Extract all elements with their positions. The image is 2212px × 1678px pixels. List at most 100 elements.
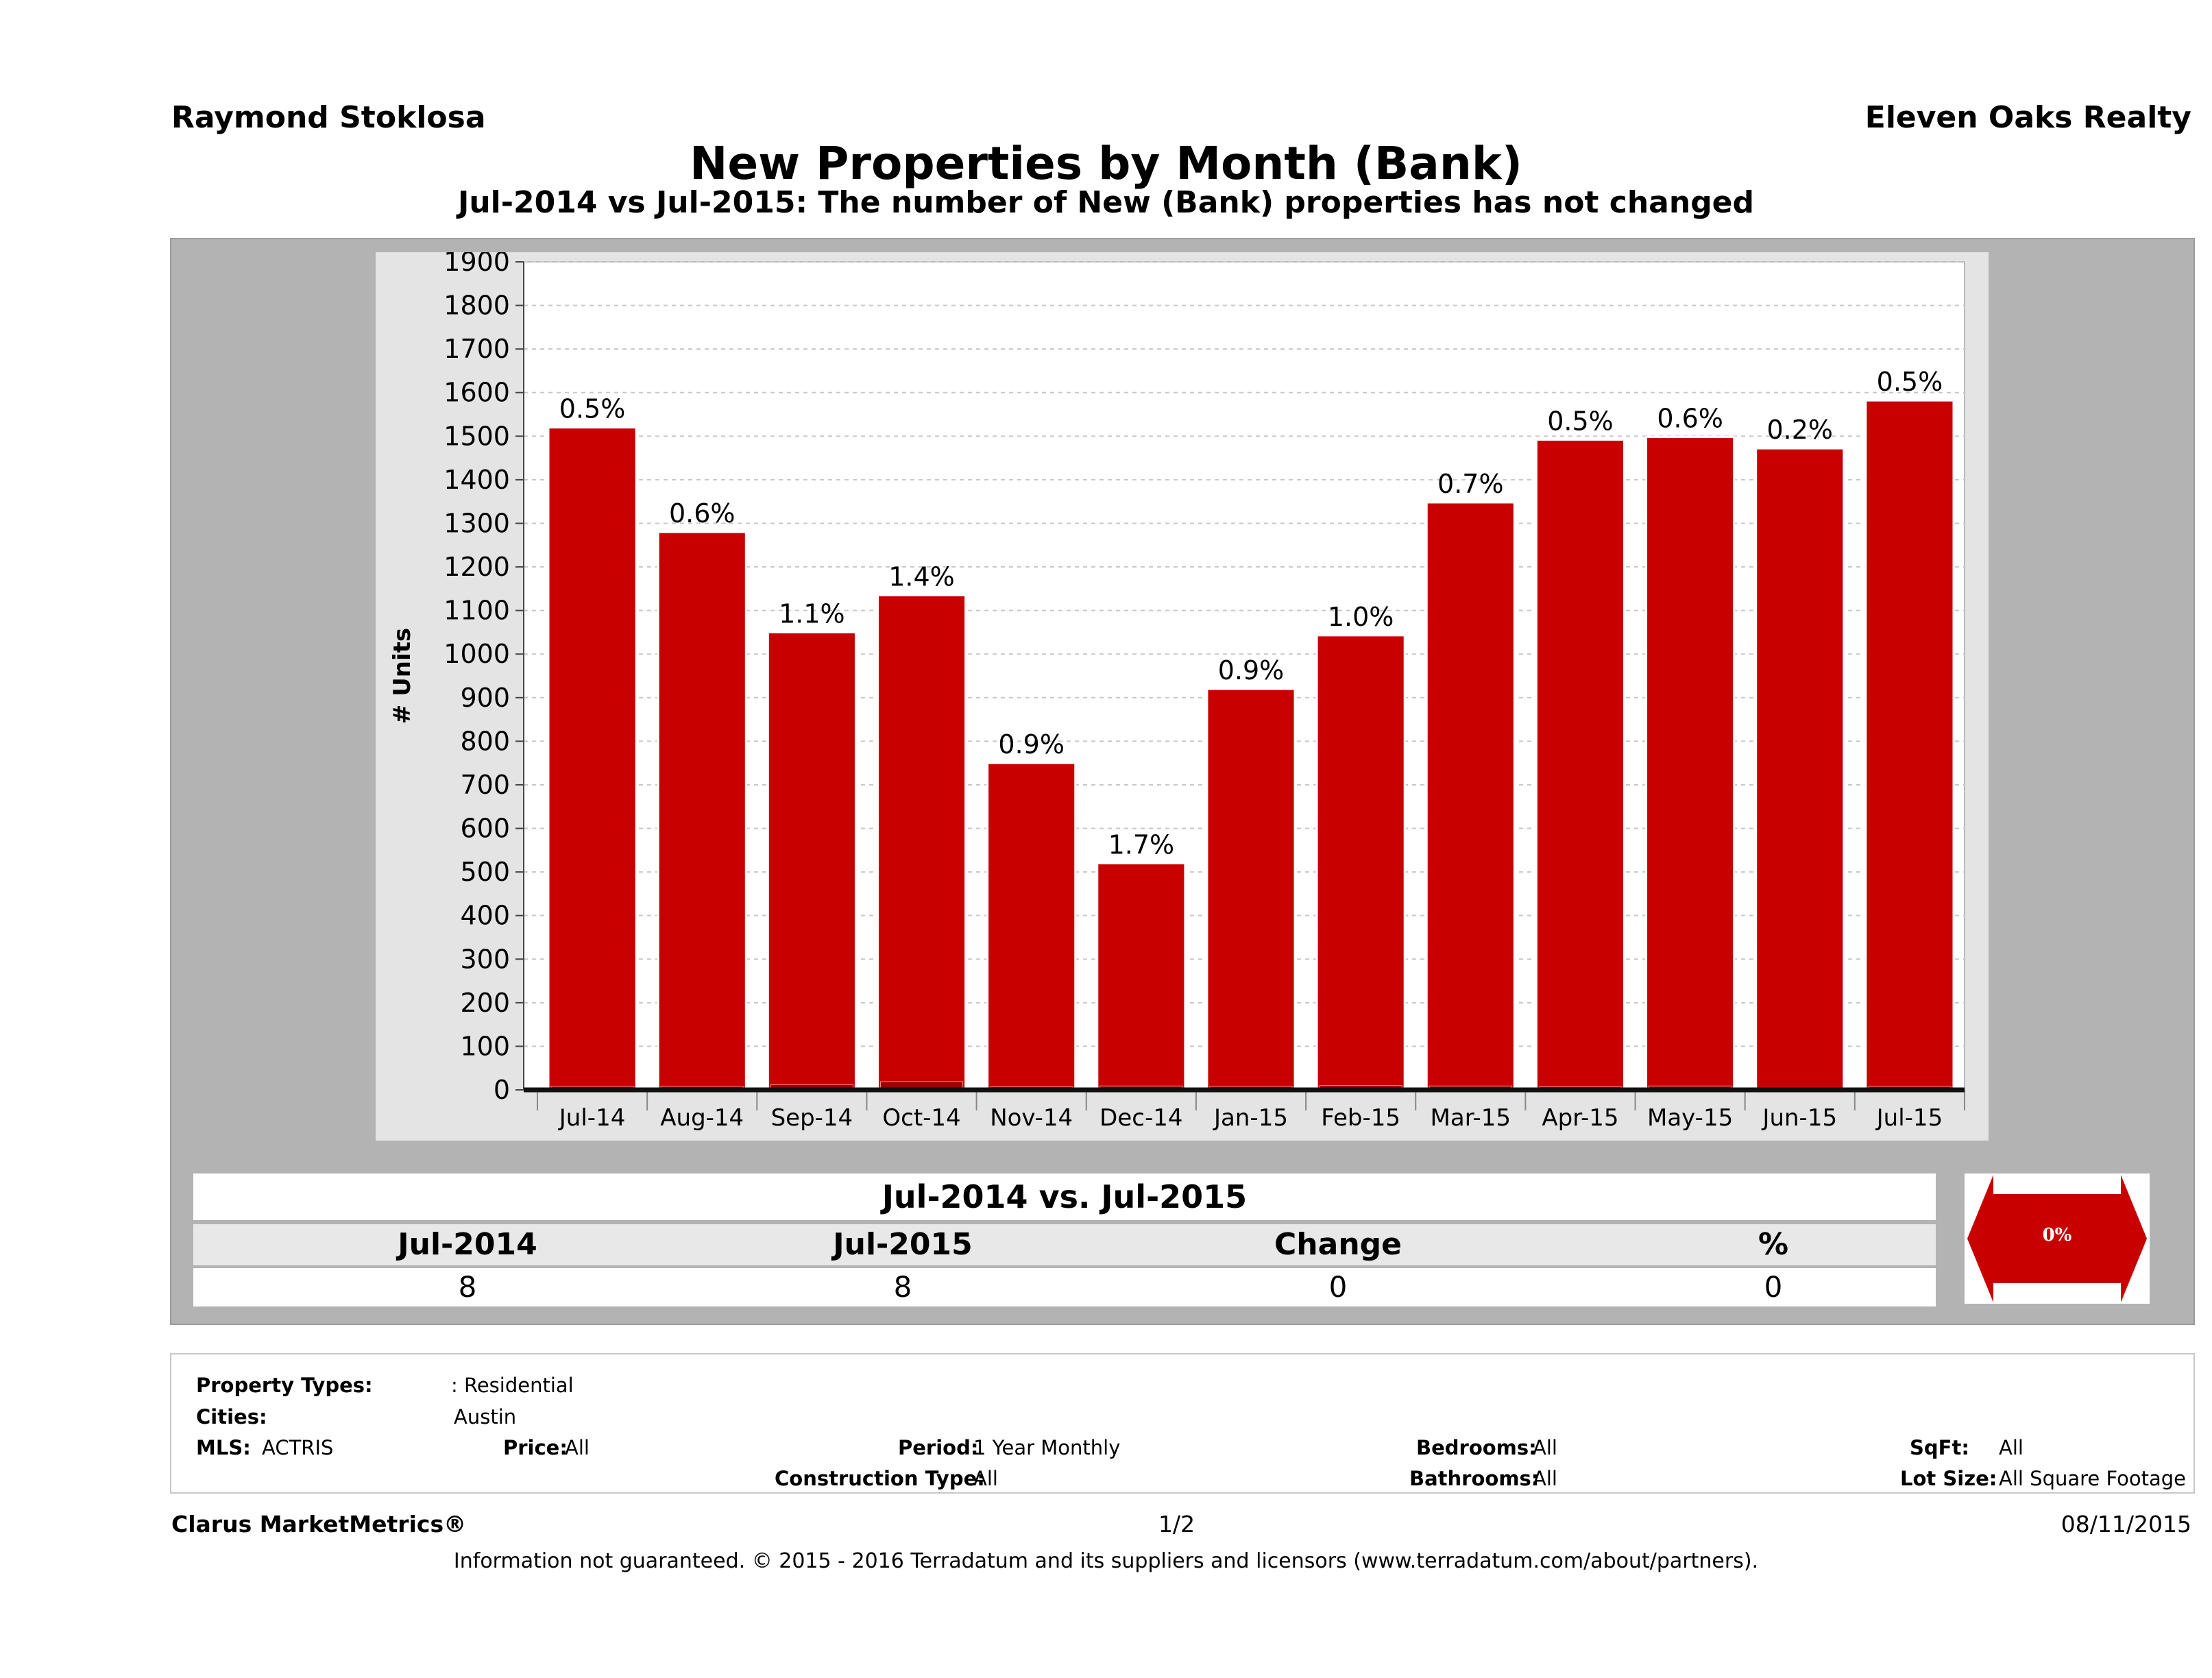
label-jul-2015: Jul-2015 xyxy=(833,1227,973,1262)
x-tick-label: Jan-15 xyxy=(1213,1104,1288,1132)
chart-subtitle: Jul-2014 vs Jul-2015: The number of New … xyxy=(457,185,1755,220)
data-label: 1.7% xyxy=(1108,829,1175,860)
data-label: 1.1% xyxy=(779,598,845,629)
bar xyxy=(876,594,967,1091)
comparison-labels-row: Jul-2014 Jul-2015 Change % xyxy=(193,1224,1936,1265)
data-label: 0.6% xyxy=(669,498,736,528)
sqft-label: SqFt: xyxy=(1910,1436,1969,1459)
y-tick-label: 1200 xyxy=(443,552,510,582)
y-tick-label: 600 xyxy=(460,814,510,844)
y-tick-label: 300 xyxy=(460,944,510,974)
x-tick-label: Sep-14 xyxy=(771,1104,853,1132)
y-tick-label: 700 xyxy=(460,770,510,800)
x-tick-label: May-15 xyxy=(1647,1104,1733,1132)
data-label: 0.9% xyxy=(998,729,1065,759)
chart-title: New Properties by Month (Bank) xyxy=(690,137,1522,190)
x-tick-label: Jul-14 xyxy=(558,1104,626,1132)
mls-value: ACTRIS xyxy=(262,1436,334,1459)
bedrooms-label: Bedrooms: xyxy=(1416,1436,1537,1459)
brokerage-name: Eleven Oaks Realty xyxy=(1864,100,2191,135)
change-indicator xyxy=(1965,1174,2150,1304)
bar xyxy=(1096,862,1187,1091)
y-tick-label: 1000 xyxy=(443,639,510,669)
bar xyxy=(1425,501,1516,1091)
y-tick-label: 100 xyxy=(460,1031,510,1061)
bar xyxy=(766,631,857,1091)
x-tick-label: Oct-14 xyxy=(882,1104,960,1132)
label-jul-2014: Jul-2014 xyxy=(398,1227,537,1262)
price-label: Price: xyxy=(503,1436,568,1459)
double-arrow-icon xyxy=(1967,1175,2147,1302)
product-name: Clarus MarketMetrics® xyxy=(171,1511,467,1537)
x-tick-label: Nov-14 xyxy=(990,1104,1073,1132)
comparison-values-row: 8 8 0 0 xyxy=(193,1268,1936,1306)
x-tick-label: Jul-15 xyxy=(1875,1104,1943,1132)
y-tick-label: 200 xyxy=(460,988,510,1018)
lot-size-value: All Square Footage xyxy=(1999,1467,2187,1490)
bar xyxy=(1864,399,1955,1091)
data-label: 0.5% xyxy=(559,394,626,424)
lot-size-label: Lot Size: xyxy=(1900,1467,1997,1490)
bathrooms-value: All xyxy=(1533,1467,1557,1490)
period-value: 1 Year Monthly xyxy=(973,1436,1121,1459)
label-percent: % xyxy=(1758,1227,1789,1262)
bathrooms-label: Bathrooms: xyxy=(1409,1467,1540,1490)
bar xyxy=(1535,438,1626,1091)
y-tick-label: 1100 xyxy=(443,596,510,626)
agent-name: Raymond Stoklosa xyxy=(171,100,486,135)
x-tick-label: Apr-15 xyxy=(1542,1104,1618,1132)
data-label: 0.7% xyxy=(1437,469,1504,499)
bar xyxy=(1315,634,1406,1091)
data-label: 0.2% xyxy=(1766,415,1833,445)
x-tick-label: Aug-14 xyxy=(660,1104,744,1132)
report-date: 08/11/2015 xyxy=(2061,1511,2191,1537)
y-tick-label: 400 xyxy=(460,901,510,931)
y-tick-label: 800 xyxy=(460,726,510,756)
label-change: Change xyxy=(1274,1227,1402,1262)
mls-label: MLS: xyxy=(196,1436,251,1459)
bar xyxy=(547,426,637,1091)
search-criteria: Property Types: : Residential Cities: Au… xyxy=(170,1353,2195,1494)
period-label: Period: xyxy=(898,1436,979,1459)
value-jul-2015: 8 xyxy=(893,1270,912,1304)
construction-value: All xyxy=(973,1467,998,1490)
cities-label: Cities: xyxy=(196,1405,267,1428)
disclaimer: Information not guaranteed. © 2015 - 201… xyxy=(453,1549,1759,1573)
property-types-value: : Residential xyxy=(451,1374,574,1397)
cities-value: Austin xyxy=(454,1405,517,1428)
y-tick-label: 0 xyxy=(494,1075,510,1105)
data-label: 0.6% xyxy=(1657,404,1723,434)
sqft-value: All xyxy=(1999,1436,2023,1459)
price-value: All xyxy=(565,1436,590,1459)
value-change: 0 xyxy=(1328,1270,1348,1304)
x-tick-label: Jun-15 xyxy=(1761,1104,1837,1132)
data-label: 0.5% xyxy=(1877,367,1943,397)
bar xyxy=(1755,447,1845,1091)
y-tick-label: 1900 xyxy=(443,252,510,277)
bar xyxy=(657,531,747,1091)
y-tick-label: 500 xyxy=(460,857,510,887)
y-tick-label: 1600 xyxy=(443,378,510,408)
page-number: 1/2 xyxy=(1158,1511,1195,1537)
bar xyxy=(1206,688,1296,1091)
y-tick-label: 1300 xyxy=(443,508,510,538)
value-percent: 0 xyxy=(1764,1270,1783,1304)
comparison-heading: Jul-2014 vs. Jul-2015 xyxy=(193,1174,1936,1220)
y-tick-label: 900 xyxy=(460,683,510,713)
x-tick-label: Dec-14 xyxy=(1099,1104,1182,1132)
x-tick-label: Feb-15 xyxy=(1321,1104,1400,1132)
data-label: 1.4% xyxy=(888,561,955,592)
y-tick-label: 1500 xyxy=(443,421,510,451)
bar xyxy=(1645,436,1736,1091)
y-tick-label: 1700 xyxy=(443,334,510,364)
change-indicator-label: 0% xyxy=(2042,1225,2072,1245)
construction-label: Construction Type: xyxy=(775,1467,985,1490)
bar-chart: 0 100 200 300 400 500 600 700 800 900 1000 1100 1200… xyxy=(389,252,1965,1132)
property-types-label: Property Types: xyxy=(196,1374,373,1397)
data-label: 1.0% xyxy=(1328,602,1394,632)
y-axis-label: # Units xyxy=(389,628,416,724)
y-tick-label: 1400 xyxy=(443,465,510,495)
value-jul-2014: 8 xyxy=(458,1270,477,1304)
data-label: 0.5% xyxy=(1547,406,1614,436)
bedrooms-value: All xyxy=(1533,1436,1557,1459)
